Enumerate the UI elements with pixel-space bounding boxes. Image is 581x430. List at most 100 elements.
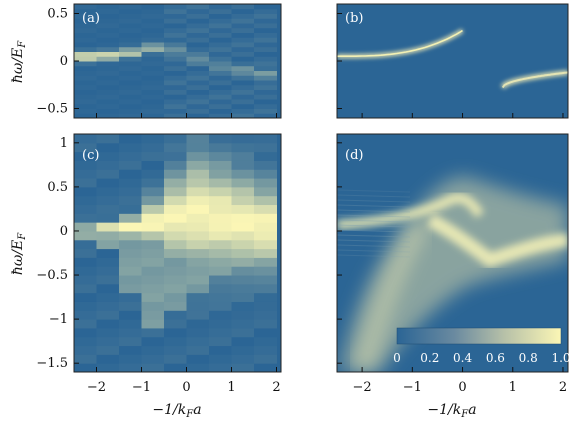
heatmap-cell	[164, 46, 187, 52]
y-tick-label: −0.5	[36, 102, 68, 117]
stripe	[337, 199, 411, 203]
heatmap-cell	[141, 230, 165, 241]
heatmap-cell	[74, 65, 97, 71]
heatmap-cell	[209, 103, 232, 109]
heatmap-cell	[119, 27, 142, 33]
heatmap-cell	[209, 222, 232, 232]
heatmap-cell	[119, 186, 142, 197]
heatmap-cell	[231, 310, 255, 320]
stripe	[337, 244, 411, 248]
heatmap-cell	[96, 345, 120, 355]
heatmap-cell	[119, 99, 142, 105]
heatmap-cell	[231, 4, 255, 10]
heatmap-cell	[254, 108, 277, 114]
heatmap-cell	[231, 75, 255, 81]
heatmap-cell	[164, 239, 187, 250]
heatmap-cell	[209, 230, 232, 241]
panel-c-ticks: 1 0.5 0 −0.5 −1 −1.5 −2 −1 0 1 2	[36, 136, 280, 395]
heatmap-cell	[231, 103, 255, 109]
heatmap-cell	[141, 283, 165, 294]
heatmap-cell	[254, 80, 277, 86]
heatmap-cell	[119, 195, 142, 206]
heatmap-cell	[186, 354, 210, 364]
heatmap-cell	[96, 84, 120, 90]
heatmap-cell	[119, 23, 142, 29]
heatmap-cell	[119, 8, 142, 14]
heatmap-cell	[254, 213, 277, 223]
heatmap-cell	[119, 363, 142, 372]
heatmap-cell	[186, 8, 210, 14]
panel-d: −2 −1 0 1 2 (d) 0 0.2 0.4 0.6 0.8 1.0	[336, 133, 571, 395]
heatmap-cell	[254, 195, 277, 206]
heatmap-cell	[186, 32, 210, 38]
panel-a-cells	[74, 4, 277, 118]
heatmap-cell	[96, 18, 120, 24]
heatmap-cell	[74, 27, 97, 33]
panel-d-upper-ridge	[337, 193, 485, 230]
heatmap-cell	[119, 89, 142, 95]
heatmap-cell	[186, 239, 210, 250]
heatmap-cell	[119, 80, 142, 86]
heatmap-cell	[231, 37, 255, 43]
heatmap-cell	[186, 18, 210, 24]
heatmap-cell	[141, 239, 165, 250]
heatmap-cell	[209, 301, 232, 311]
heatmap-cell	[164, 18, 187, 24]
heatmap-cell	[209, 292, 232, 302]
heatmap-cell	[74, 8, 97, 14]
stripe	[337, 229, 411, 233]
heatmap-cell	[254, 27, 277, 33]
heatmap-cell	[186, 80, 210, 86]
heatmap-cell	[96, 103, 120, 109]
y-tick-label: −1.5	[36, 356, 68, 371]
heatmap-cell	[209, 354, 232, 364]
heatmap-cell	[141, 42, 165, 48]
heatmap-cell	[164, 99, 187, 105]
heatmap-cell	[74, 160, 97, 170]
heatmap-cell	[231, 319, 255, 329]
heatmap-cell	[209, 204, 232, 214]
heatmap-cell	[209, 142, 232, 153]
y-tick-label: 0	[60, 224, 68, 239]
heatmap-cell	[96, 32, 120, 38]
heatmap-cell	[74, 169, 97, 179]
heatmap-cell	[231, 160, 255, 170]
heatmap-cell	[96, 160, 120, 170]
heatmap-cell	[96, 239, 120, 250]
heatmap-cell	[231, 80, 255, 86]
heatmap-cell	[119, 204, 142, 214]
heatmap-cell	[96, 108, 120, 114]
heatmap-cell	[96, 65, 120, 71]
heatmap-cell	[164, 230, 187, 241]
panel-d-lower-branch	[353, 220, 428, 372]
x-tick-label: −1	[132, 380, 151, 395]
heatmap-cell	[141, 275, 165, 285]
heatmap-cell	[96, 204, 120, 214]
stripe	[337, 234, 411, 238]
heatmap-cell	[74, 204, 97, 214]
heatmap-cell	[209, 113, 232, 118]
heatmap-cell	[164, 151, 187, 161]
heatmap-cell	[141, 94, 165, 100]
heatmap-cell	[254, 8, 277, 14]
heatmap-cell	[119, 310, 142, 320]
heatmap-cell	[164, 327, 187, 338]
heatmap-cell	[231, 8, 255, 14]
heatmap-cell	[96, 89, 120, 95]
heatmap-cell	[164, 51, 187, 57]
heatmap-cell	[231, 18, 255, 24]
heatmap-cell	[74, 61, 97, 67]
heatmap-cell	[96, 283, 120, 294]
heatmap-cell	[254, 134, 277, 144]
y-tick-label: 0	[60, 54, 68, 69]
heatmap-cell	[254, 169, 277, 179]
heatmap-cell	[186, 301, 210, 311]
heatmap-cell	[254, 84, 277, 90]
heatmap-cell	[96, 8, 120, 14]
heatmap-cell	[186, 75, 210, 81]
heatmap-cell	[96, 169, 120, 179]
heatmap-cell	[74, 13, 97, 19]
heatmap-cell	[186, 257, 210, 267]
heatmap-cell	[141, 8, 165, 14]
heatmap-cell	[96, 61, 120, 67]
